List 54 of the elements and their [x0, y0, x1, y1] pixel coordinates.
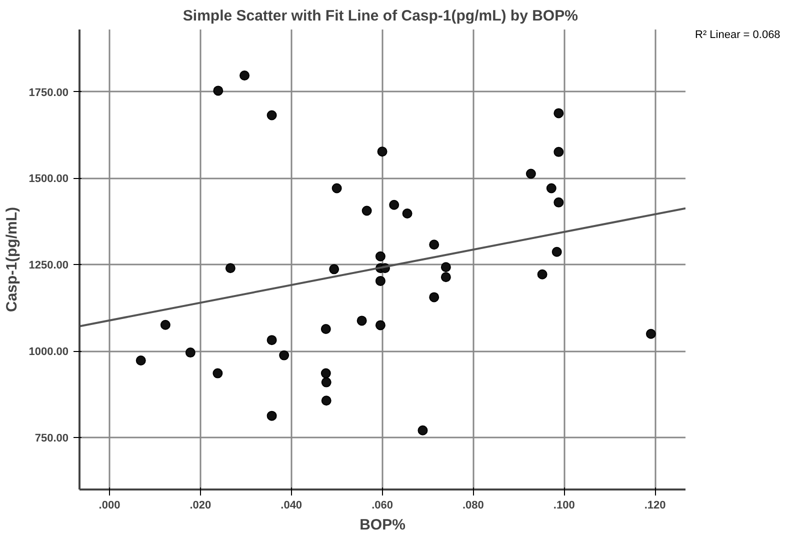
point [185, 348, 196, 358]
point [332, 183, 342, 194]
chart-title: Simple Scatter with Fit Line of Casp-1(pg/mL) by BOP% [182, 8, 578, 24]
point [321, 396, 332, 406]
point [240, 70, 250, 80]
point [646, 328, 656, 339]
x-tick-label: .020 [190, 500, 212, 512]
point [375, 251, 386, 262]
point [356, 316, 367, 326]
y-tick-label: 1750.00 [28, 86, 69, 99]
point [389, 200, 400, 210]
text: R² Linear = 0.068 [695, 28, 780, 43]
point [554, 197, 564, 208]
x-tick-label: .120 [644, 500, 666, 512]
y-tick-label: 1250.00 [28, 260, 69, 272]
x-tick-label: .040 [280, 500, 302, 512]
point [160, 320, 170, 330]
point [136, 356, 146, 366]
point [213, 86, 224, 96]
point [429, 240, 440, 250]
y-axis-title: Casp-1(pg/mL) [4, 206, 21, 312]
x-tick-label: .080 [462, 500, 484, 512]
point [552, 246, 562, 257]
point [418, 425, 428, 436]
point [546, 183, 556, 194]
point [212, 368, 223, 378]
point [266, 335, 277, 346]
point [362, 206, 372, 216]
y-tick-label: 750.00 [34, 432, 69, 445]
point [402, 208, 412, 218]
x-tick-label: .000 [98, 500, 120, 512]
point [440, 262, 451, 272]
point [440, 272, 451, 282]
point [320, 368, 331, 378]
point [375, 320, 386, 330]
point [554, 146, 564, 157]
point [266, 110, 277, 120]
point [266, 410, 277, 421]
x-axis-title: BOP% [360, 516, 406, 534]
x-tick-label: .060 [372, 500, 393, 512]
point [320, 324, 331, 334]
point [377, 146, 388, 157]
point [526, 168, 536, 179]
point [375, 276, 386, 286]
point [225, 263, 236, 274]
y-tick-label: 1500.00 [28, 173, 69, 186]
point [554, 108, 564, 118]
point [279, 350, 290, 360]
y-tick-label: 1000.00 [28, 346, 69, 358]
point [537, 269, 548, 280]
point [429, 292, 440, 302]
point [329, 264, 340, 274]
point [321, 377, 332, 388]
x-tick-label: .100 [553, 500, 575, 512]
